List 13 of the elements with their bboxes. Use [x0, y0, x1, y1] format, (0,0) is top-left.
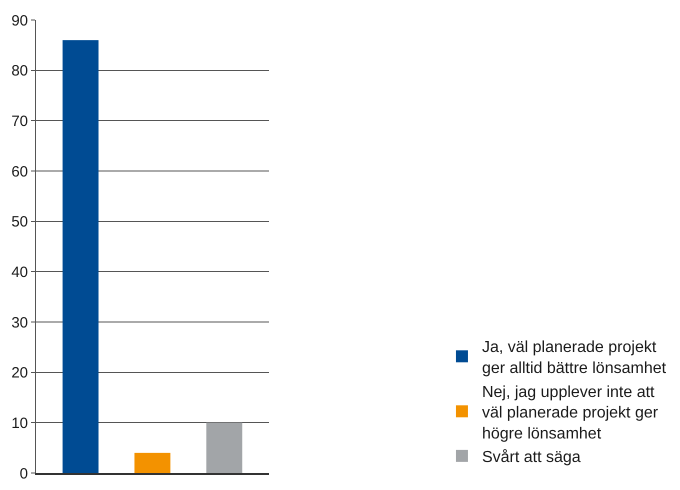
y-tick-label: 40 — [11, 264, 28, 281]
legend-label: Svårt att säga — [482, 449, 581, 466]
legend-label: Ja, väl planerade projekt ger alltid bättre lönsamhet — [482, 339, 667, 377]
legend-label: Nej, jag upplever inte att väl planerade projekt ger högre lönsamhet — [482, 384, 659, 442]
y-tick-label: 0 — [20, 465, 28, 482]
y-tick-label: 90 — [11, 12, 28, 30]
y-tick-label: 30 — [11, 314, 28, 332]
y-tick-label: 20 — [11, 364, 28, 382]
y-tick-label: 10 — [11, 414, 28, 432]
y-tick-label: 60 — [11, 163, 28, 180]
y-tick-label: 50 — [11, 214, 28, 231]
y-tick-label: 80 — [11, 62, 28, 80]
y-tick-label: 70 — [11, 112, 28, 130]
